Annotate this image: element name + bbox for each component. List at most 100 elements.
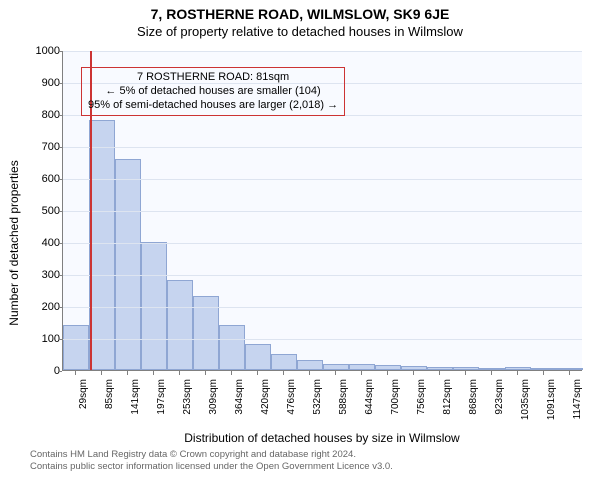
y-tick-label: 300	[20, 269, 60, 281]
y-tick-label: 400	[20, 237, 60, 249]
y-tick-label: 0	[20, 365, 60, 377]
annotation-box: 7 ROSTHERNE ROAD: 81sqm ← 5% of detached…	[81, 67, 345, 116]
x-tick-mark	[257, 371, 258, 375]
bar	[141, 242, 166, 370]
gridline	[63, 243, 582, 244]
x-tick-mark	[491, 371, 492, 375]
x-tick-mark	[465, 371, 466, 375]
x-tick-mark	[361, 371, 362, 375]
y-tick-mark	[58, 147, 62, 148]
gridline	[63, 307, 582, 308]
bar	[401, 366, 426, 370]
x-tick-label: 85sqm	[104, 379, 115, 429]
x-tick-label: 812sqm	[442, 379, 453, 429]
y-tick-mark	[58, 275, 62, 276]
x-tick-mark	[413, 371, 414, 375]
x-tick-label: 588sqm	[338, 379, 349, 429]
y-tick-label: 200	[20, 301, 60, 313]
bar	[505, 367, 530, 370]
y-tick-mark	[58, 115, 62, 116]
x-tick-label: 923sqm	[494, 379, 505, 429]
annotation-line-2: ← 5% of detached houses are smaller (104…	[88, 85, 338, 99]
x-tick-label: 364sqm	[234, 379, 245, 429]
x-tick-label: 29sqm	[78, 379, 89, 429]
bar	[349, 364, 374, 370]
y-tick-label: 600	[20, 173, 60, 185]
plot-area: 7 ROSTHERNE ROAD: 81sqm ← 5% of detached…	[62, 51, 582, 371]
annotation-line-3: 95% of semi-detached houses are larger (…	[88, 99, 338, 113]
x-tick-mark	[231, 371, 232, 375]
bar	[479, 368, 504, 370]
x-tick-label: 1035sqm	[520, 379, 531, 429]
x-tick-mark	[153, 371, 154, 375]
gridline	[63, 147, 582, 148]
y-tick-mark	[58, 179, 62, 180]
bar	[219, 325, 244, 370]
bar	[323, 364, 348, 370]
x-tick-label: 309sqm	[208, 379, 219, 429]
x-tick-mark	[569, 371, 570, 375]
bar	[245, 344, 270, 370]
bar	[375, 365, 400, 370]
y-tick-label: 1000	[20, 45, 60, 57]
y-tick-label: 800	[20, 109, 60, 121]
page-subtitle: Size of property relative to detached ho…	[0, 24, 600, 39]
x-tick-label: 868sqm	[468, 379, 479, 429]
x-tick-label: 476sqm	[286, 379, 297, 429]
bar	[89, 120, 114, 370]
y-tick-label: 700	[20, 141, 60, 153]
x-tick-label: 141sqm	[130, 379, 141, 429]
bar	[427, 367, 452, 370]
y-tick-mark	[58, 83, 62, 84]
gridline	[63, 339, 582, 340]
y-tick-mark	[58, 307, 62, 308]
bar	[453, 367, 478, 370]
y-tick-mark	[58, 243, 62, 244]
x-tick-mark	[387, 371, 388, 375]
bar	[531, 368, 556, 370]
x-tick-label: 644sqm	[364, 379, 375, 429]
bar	[167, 280, 192, 370]
x-tick-label: 1091sqm	[546, 379, 557, 429]
footer-line-2: Contains public sector information licen…	[30, 461, 600, 473]
x-tick-label: 253sqm	[182, 379, 193, 429]
gridline	[63, 179, 582, 180]
x-tick-mark	[127, 371, 128, 375]
gridline	[63, 51, 582, 52]
x-tick-mark	[335, 371, 336, 375]
y-tick-mark	[58, 211, 62, 212]
x-tick-mark	[101, 371, 102, 375]
bar	[271, 354, 296, 370]
x-tick-mark	[309, 371, 310, 375]
annotation-line-1: 7 ROSTHERNE ROAD: 81sqm	[88, 71, 338, 85]
y-tick-label: 900	[20, 77, 60, 89]
gridline	[63, 275, 582, 276]
y-tick-mark	[58, 51, 62, 52]
y-tick-label: 100	[20, 333, 60, 345]
x-tick-mark	[543, 371, 544, 375]
x-tick-label: 700sqm	[390, 379, 401, 429]
page-title: 7, ROSTHERNE ROAD, WILMSLOW, SK9 6JE	[0, 6, 600, 22]
x-axis-label: Distribution of detached houses by size …	[62, 431, 582, 445]
y-tick-mark	[58, 339, 62, 340]
x-tick-label: 197sqm	[156, 379, 167, 429]
bar	[297, 360, 322, 370]
x-tick-mark	[179, 371, 180, 375]
bar	[63, 325, 88, 370]
footer: Contains HM Land Registry data © Crown c…	[30, 449, 600, 474]
x-tick-label: 420sqm	[260, 379, 271, 429]
x-tick-mark	[439, 371, 440, 375]
footer-line-1: Contains HM Land Registry data © Crown c…	[30, 449, 600, 461]
y-axis-label: Number of detached properties	[7, 113, 21, 373]
x-tick-mark	[283, 371, 284, 375]
x-tick-label: 756sqm	[416, 379, 427, 429]
y-tick-label: 500	[20, 205, 60, 217]
x-tick-mark	[205, 371, 206, 375]
x-tick-mark	[75, 371, 76, 375]
x-tick-label: 1147sqm	[572, 379, 583, 429]
chart-container: Number of detached properties 7 ROSTHERN…	[0, 43, 600, 443]
bar	[557, 368, 582, 370]
gridline	[63, 211, 582, 212]
x-tick-label: 532sqm	[312, 379, 323, 429]
x-tick-mark	[517, 371, 518, 375]
